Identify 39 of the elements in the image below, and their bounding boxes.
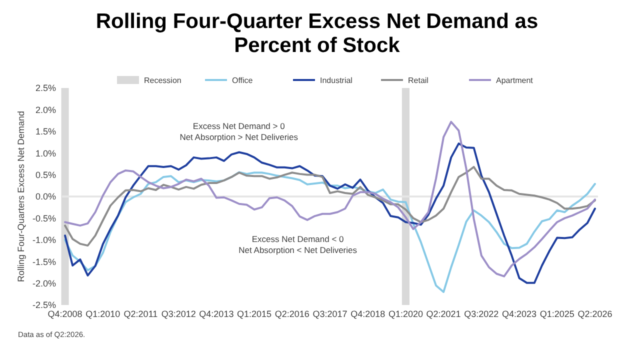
y-tick-label: 2.0% [35,104,56,115]
x-tick-label: Q4:2023 [502,309,537,319]
legend-label: Recession [144,76,182,85]
x-tick-label: Q1:2025 [540,309,574,319]
annotation: Excess Net Demand > 0 Net Absorption > Net Deliveries [180,121,298,142]
x-tick-label: Q2:2021 [426,309,461,319]
y-tick-label: -1.0% [32,235,56,246]
x-tick-label: Q2:2011 [124,309,158,319]
chart-title: Rolling Four-Quarter Excess Net Demand as Percent of Stock [96,10,538,57]
legend-label: Apartment [496,76,534,85]
legend-label: Industrial [320,76,353,85]
legend-label: Office [232,76,254,85]
y-tick-label: 1.0% [35,148,56,158]
x-tick-label: Q2:2016 [274,309,310,319]
x-tick-label: Q3:2017 [312,309,348,319]
x-tick-label: Q3:2022 [464,309,499,319]
x-tick-label: Q3:2012 [161,309,196,319]
y-tick-label: 1.5% [35,126,56,137]
line-series [64,166,596,247]
line-series [64,120,596,278]
annotation: Excess Net Demand < 0 Net Absorption < Net Deliveries [238,234,358,256]
x-tick-label: Q1:2010 [86,309,120,319]
y-tick-label: -2.0% [32,278,56,288]
y-tick-label: -2.5% [32,300,56,310]
y-tick-label: 2.5% [35,83,56,94]
y-tick-label: -0.5% [32,213,56,224]
line-series [64,142,596,284]
legend-label: Retail [408,76,429,85]
y-tick-label: -1.5% [32,256,56,267]
x-tick-label: Q4:2013 [199,309,234,319]
x-tick-label: Q2:2026 [578,309,612,319]
x-tick-label: Q4:2018 [350,309,386,319]
x-tick-label: Q4:2008 [48,309,82,319]
x-tick-label: Q1:2020 [388,309,423,319]
y-tick-label: 0.0% [35,192,56,202]
y-axis-title: Rolling Four-Quarters Excess Net Demand [16,110,26,282]
line-series [64,171,596,293]
y-tick-label: 0.5% [35,170,56,180]
x-tick-label: Q1:2015 [237,309,272,319]
